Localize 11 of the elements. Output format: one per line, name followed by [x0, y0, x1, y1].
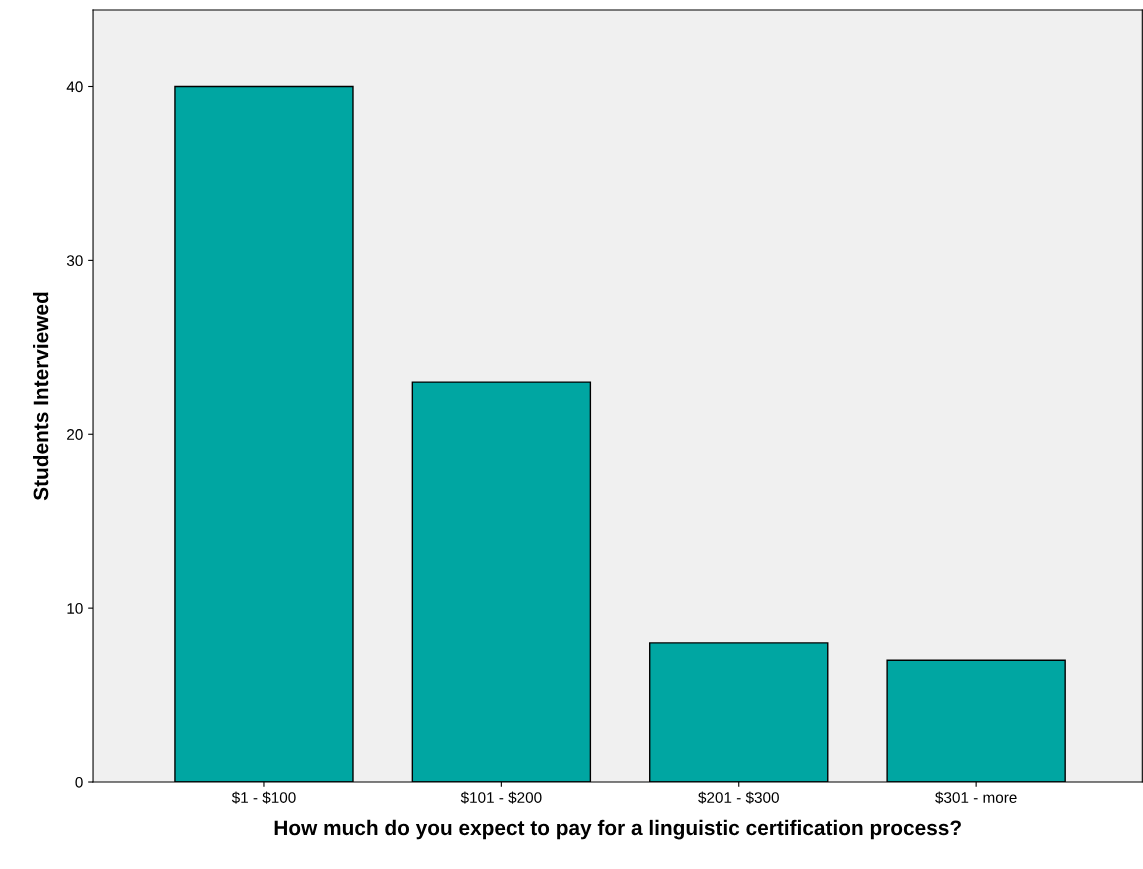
y-tick-label: 30: [66, 255, 83, 267]
y-tick-label: 40: [66, 81, 83, 93]
y-axis-title: Students Interviewed: [33, 292, 49, 501]
y-tick-label: 10: [67, 603, 83, 614]
x-tick-label: $201 - $300: [698, 791, 779, 804]
x-tick-label: $301 - more: [935, 791, 1017, 804]
y-tick-label: 0: [75, 776, 83, 788]
y-tick-label: 20: [67, 429, 83, 440]
x-axis-title: How much do you expect to pay for a linguistic certification process?: [274, 819, 961, 840]
x-tick-label: $101 - $200: [460, 791, 542, 804]
x-tick-label: $1 - $100: [231, 791, 296, 804]
